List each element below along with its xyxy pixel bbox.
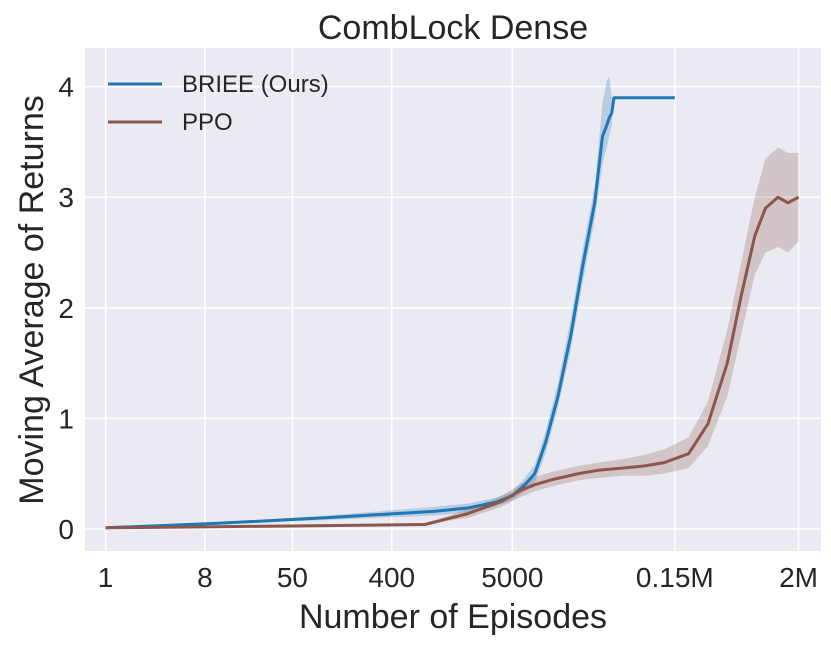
plot-background: [85, 48, 821, 551]
y-tick-label: 1: [58, 403, 74, 434]
x-axis-label: Number of Episodes: [299, 598, 607, 636]
y-axis-label: Moving Average of Returns: [13, 95, 51, 505]
legend-label-briee: BRIEE (Ours): [182, 71, 329, 98]
x-tick-label: 50: [277, 562, 308, 593]
series-lines: [105, 96, 800, 530]
x-tick-label: 2M: [779, 562, 818, 593]
legend-label-ppo: PPO: [182, 109, 233, 136]
briee-series-line: [105, 96, 675, 530]
legend: BRIEE (Ours) PPO: [108, 71, 329, 136]
grid: [85, 48, 821, 551]
y-tick-label: 0: [58, 514, 74, 545]
x-tick-label: 400: [368, 562, 415, 593]
y-axis-ticks: 0 1 2 3 4: [58, 72, 74, 545]
chart-title: CombLock Dense: [318, 9, 588, 47]
x-tick-label: 0.15M: [636, 562, 714, 593]
y-tick-label: 3: [58, 182, 74, 213]
ppo-series-line: [105, 195, 800, 530]
y-tick-label: 4: [58, 72, 74, 103]
x-axis-ticks: 1 8 50 400 5000 0.15M 2M: [98, 562, 818, 593]
x-tick-label: 5000: [481, 562, 543, 593]
x-tick-label: 8: [197, 562, 213, 593]
y-tick-label: 2: [58, 293, 74, 324]
x-tick-label: 1: [98, 562, 114, 593]
